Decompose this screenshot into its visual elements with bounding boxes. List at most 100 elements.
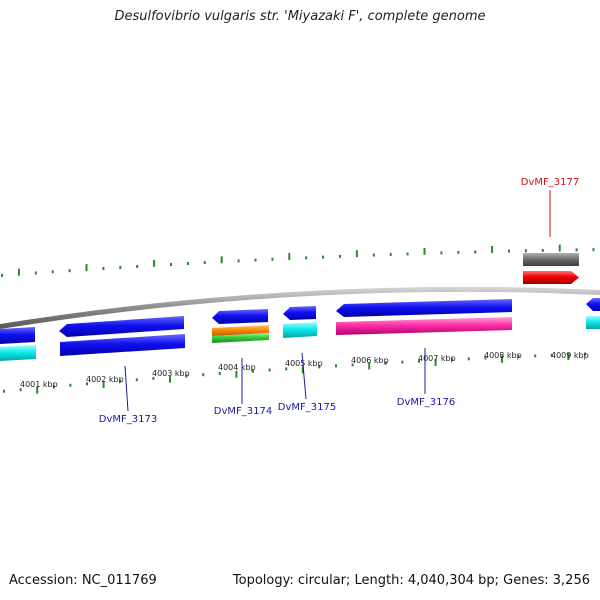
tick-label: 4006 kbp <box>351 356 389 365</box>
reverse-strand-track <box>0 298 600 344</box>
minor-tick <box>3 389 5 393</box>
minor-tick <box>457 250 460 254</box>
genome-backbone <box>0 286 600 329</box>
major-tick <box>434 358 437 366</box>
minor-tick <box>136 264 139 268</box>
gene-label-dvmf-3175[interactable]: DvMF_3175 <box>278 402 336 413</box>
cds-right-edge[interactable] <box>586 298 600 311</box>
minor-tick <box>550 353 553 357</box>
minor-tick <box>440 251 443 255</box>
minor-tick <box>252 369 254 373</box>
leader-lines <box>124 190 551 412</box>
major-tick <box>558 244 561 252</box>
tick-label: 4004 kbp <box>218 363 256 372</box>
accession-label: Accession: NC_011769 <box>9 573 157 588</box>
minor-tick <box>202 373 205 377</box>
map-title: Desulfovibrio vulgaris str. 'Miyazaki F'… <box>114 9 486 24</box>
gene-label-dvmf-3174[interactable]: DvMF_3174 <box>214 406 272 417</box>
gene-dvmf-3177[interactable] <box>523 253 579 266</box>
leader-line-dvmf-3173 <box>124 365 129 412</box>
major-tick <box>567 353 570 361</box>
minor-tick <box>102 267 105 270</box>
gene-label-dvmf-3176[interactable]: DvMF_3176 <box>397 397 455 408</box>
reverse-feature-track <box>0 316 600 361</box>
minor-tick <box>467 357 470 361</box>
forward-strand-track <box>523 253 579 284</box>
feature-green-3174[interactable] <box>212 333 269 343</box>
major-tick <box>17 268 20 276</box>
cds-dvmf-3173-a[interactable] <box>59 316 184 337</box>
minor-tick <box>203 261 206 265</box>
major-tick <box>169 375 171 383</box>
major-tick <box>36 386 39 394</box>
gene-dvmf-3173[interactable] <box>60 334 185 356</box>
minor-tick <box>372 253 375 257</box>
gene-label-dvmf-3177[interactable]: DvMF_3177 <box>521 177 579 188</box>
minor-tick <box>406 252 409 256</box>
minor-tick <box>534 354 537 358</box>
minor-tick <box>389 253 392 256</box>
minor-tick <box>19 388 22 392</box>
major-tick <box>153 259 156 267</box>
minor-tick <box>185 374 188 378</box>
major-tick <box>355 250 358 258</box>
feature-pink-3176[interactable] <box>336 317 512 335</box>
tick-label: 4002 kbp <box>86 375 124 384</box>
minor-tick <box>351 363 354 367</box>
minor-tick <box>524 249 527 253</box>
outer-tick-marks <box>1 244 595 277</box>
gene-labels: DvMF_3173 DvMF_3174 DvMF_3175 DvMF_3176 … <box>99 177 579 425</box>
minor-tick <box>51 270 54 274</box>
cds-dvmf-3175[interactable] <box>283 306 316 320</box>
cds-dvmf-3176[interactable] <box>336 299 512 317</box>
minor-tick <box>119 379 122 383</box>
minor-tick <box>575 248 578 252</box>
minor-tick <box>584 352 586 356</box>
minor-tick <box>508 249 510 253</box>
minor-tick <box>52 385 55 389</box>
minor-tick <box>254 258 257 262</box>
minor-tick <box>135 378 138 382</box>
feature-cyan-3175[interactable] <box>283 322 317 338</box>
major-tick <box>301 366 304 374</box>
minor-tick <box>68 269 71 273</box>
minor-tick <box>474 250 477 254</box>
gene-label-dvmf-3173[interactable]: DvMF_3173 <box>99 414 157 425</box>
minor-tick <box>186 262 189 265</box>
minor-tick <box>517 355 520 359</box>
cds-dvmf-3174[interactable] <box>212 309 268 324</box>
tick-label: 4008 kbp <box>484 351 522 360</box>
minor-tick <box>285 367 288 371</box>
minor-tick <box>119 266 122 269</box>
minor-tick <box>541 248 544 252</box>
major-tick <box>235 370 238 378</box>
minor-tick <box>484 356 487 360</box>
feature-cyan-left[interactable] <box>0 345 36 361</box>
minor-tick <box>268 368 271 372</box>
minor-tick <box>1 273 3 277</box>
feature-cyan-right[interactable] <box>586 316 600 329</box>
major-tick <box>423 247 426 255</box>
minor-tick <box>152 376 155 380</box>
minor-tick <box>401 360 404 364</box>
minor-tick <box>384 361 387 365</box>
cds-left-edge[interactable] <box>0 327 35 344</box>
minor-tick <box>34 271 37 275</box>
minor-tick <box>69 383 72 387</box>
major-tick <box>102 381 105 388</box>
major-tick <box>368 362 371 370</box>
major-tick <box>501 355 503 363</box>
feature-orange-3174[interactable] <box>212 325 269 336</box>
cds-dvmf-3177[interactable] <box>523 271 579 284</box>
tick-label: 4005 kbp <box>285 359 323 368</box>
minor-tick <box>305 256 308 260</box>
major-tick <box>85 264 88 272</box>
minor-tick <box>339 254 341 258</box>
minor-tick <box>592 248 595 252</box>
minor-tick <box>86 382 88 386</box>
minor-tick <box>335 364 337 368</box>
minor-tick <box>271 257 274 261</box>
genome-summary-label: Topology: circular; Length: 4,040,304 bp… <box>232 573 590 588</box>
